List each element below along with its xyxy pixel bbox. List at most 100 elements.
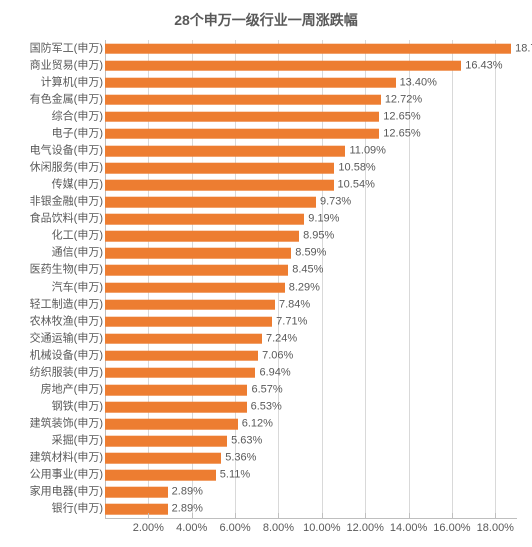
bar-value-label: 13.40% xyxy=(400,77,437,88)
y-axis-label: 交通运输(申万) xyxy=(30,333,103,344)
bar xyxy=(105,214,304,225)
x-tick-mark xyxy=(409,513,410,518)
x-tick-mark xyxy=(278,513,279,518)
bar xyxy=(105,402,247,413)
y-axis-labels: 国防军工(申万) 商业贸易(申万) 计算机(申万) 有色金属(申万) 综合(申万) 电子(… xyxy=(10,40,105,518)
bar-value-label: 12.72% xyxy=(385,94,422,105)
bar-value-label: 8.59% xyxy=(295,248,326,259)
x-tick-label: 16.00% xyxy=(433,522,470,534)
bar xyxy=(105,453,221,464)
y-axis-label: 食品饮料(申万) xyxy=(30,214,103,225)
x-tick-mark xyxy=(495,513,496,518)
x-tick-label: 12.00% xyxy=(347,522,384,534)
x-tick-mark xyxy=(365,513,366,518)
bar xyxy=(105,146,345,157)
x-tick-label: 8.00% xyxy=(263,522,294,534)
x-tick-mark xyxy=(192,513,193,518)
y-axis-label: 有色金属(申万) xyxy=(30,94,103,105)
bar-value-label: 5.36% xyxy=(225,453,256,464)
bar xyxy=(105,163,334,174)
x-tick-label: 14.00% xyxy=(390,522,427,534)
y-axis-label: 商业贸易(申万) xyxy=(30,60,103,71)
y-axis-label: 采掘(申万) xyxy=(52,436,103,447)
bar xyxy=(105,197,316,208)
y-axis-label: 公用事业(申万) xyxy=(30,470,103,481)
bar-value-label: 16.43% xyxy=(465,60,502,71)
bar-value-label: 7.24% xyxy=(266,333,297,344)
x-tick-mark xyxy=(322,513,323,518)
plot-area: 国防军工(申万) 商业贸易(申万) 计算机(申万) 有色金属(申万) 综合(申万) 电子(… xyxy=(10,40,522,518)
x-tick-label: 18.00% xyxy=(477,522,514,534)
gridline xyxy=(495,40,496,518)
bar-value-label: 8.45% xyxy=(292,265,323,276)
bar-value-label: 5.11% xyxy=(220,470,250,481)
x-tick-label: 10.00% xyxy=(303,522,340,534)
chart-container: 28个申万一级行业一周涨跌幅 国防军工(申万)商业贸易(申万)计算机(申万)有色… xyxy=(0,0,532,547)
bar-value-label: 12.65% xyxy=(383,128,420,139)
bar xyxy=(105,112,379,123)
bar-value-label: 10.58% xyxy=(338,163,375,174)
y-axis-label: 轻工制造(申万) xyxy=(30,299,103,310)
y-axis-label: 农林牧渔(申万) xyxy=(30,316,103,327)
gridline xyxy=(452,40,453,518)
y-axis-label: 电气设备(申万) xyxy=(30,145,103,156)
bar xyxy=(105,316,272,327)
y-axis-label: 建筑装饰(申万) xyxy=(30,419,103,430)
y-axis-label: 医药生物(申万) xyxy=(30,265,103,276)
bar xyxy=(105,60,461,71)
bar xyxy=(105,231,299,242)
bar xyxy=(105,333,262,344)
bar-value-label: 12.65% xyxy=(383,111,420,122)
y-axis-label: 化工(申万) xyxy=(52,231,103,242)
y-axis-label: 家用电器(申万) xyxy=(30,487,103,498)
bar-value-label: 9.19% xyxy=(308,214,339,225)
bar xyxy=(105,180,334,191)
x-tick-label: 4.00% xyxy=(176,522,207,534)
bar-value-label: 7.84% xyxy=(279,299,310,310)
bar xyxy=(105,94,381,105)
y-axis-label: 房地产(申万) xyxy=(41,384,103,395)
y-axis-label: 计算机(申万) xyxy=(41,77,103,88)
bar-value-label: 8.95% xyxy=(303,231,334,242)
bar-value-label: 18.73% xyxy=(515,43,532,54)
bars-region: 18.73%16.43%13.40%12.72%12.65%12.65%11.0… xyxy=(105,40,517,518)
bar xyxy=(105,351,258,362)
bar-value-label: 6.12% xyxy=(242,419,273,430)
y-axis-label: 通信(申万) xyxy=(52,248,103,259)
y-axis-label: 机械设备(申万) xyxy=(30,350,103,361)
bar xyxy=(105,487,168,498)
bar xyxy=(105,43,511,54)
x-tick-mark xyxy=(148,513,149,518)
bar xyxy=(105,299,275,310)
bar-value-label: 8.29% xyxy=(289,282,320,293)
bar-value-label: 2.89% xyxy=(172,487,203,498)
y-axis-label: 综合(申万) xyxy=(52,111,103,122)
y-axis-label: 传媒(申万) xyxy=(52,180,103,191)
bar-value-label: 7.06% xyxy=(262,350,293,361)
y-axis-label: 电子(申万) xyxy=(52,128,103,139)
bar-value-label: 10.54% xyxy=(338,180,375,191)
bar xyxy=(105,282,285,293)
bar xyxy=(105,265,288,276)
bar xyxy=(105,470,216,481)
y-axis-label: 纺织服装(申万) xyxy=(30,367,103,378)
bar-value-label: 5.63% xyxy=(231,436,262,447)
bar-value-label: 6.53% xyxy=(251,402,282,413)
bar xyxy=(105,248,291,259)
y-axis-label: 银行(申万) xyxy=(52,504,103,515)
y-axis-label: 国防军工(申万) xyxy=(30,43,103,54)
x-tick-label: 6.00% xyxy=(219,522,250,534)
bar xyxy=(105,77,396,88)
x-axis-line xyxy=(105,518,517,519)
x-tick-mark xyxy=(452,513,453,518)
y-axis-label: 休闲服务(申万) xyxy=(30,163,103,174)
bar xyxy=(105,129,379,140)
bar xyxy=(105,504,168,515)
x-tick-label: 2.00% xyxy=(133,522,164,534)
x-axis: 2.00% 4.00% 6.00% 8.00% 10.00% 12.00% 14.00% 16… xyxy=(105,518,517,543)
bar-value-label: 6.57% xyxy=(251,384,282,395)
y-axis-label: 钢铁(申万) xyxy=(52,402,103,413)
y-axis-label: 汽车(申万) xyxy=(52,282,103,293)
bar xyxy=(105,436,227,447)
bar-value-label: 9.73% xyxy=(320,197,351,208)
